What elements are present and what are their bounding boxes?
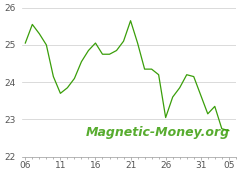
Text: Magnetic-Money.org: Magnetic-Money.org bbox=[85, 126, 229, 139]
